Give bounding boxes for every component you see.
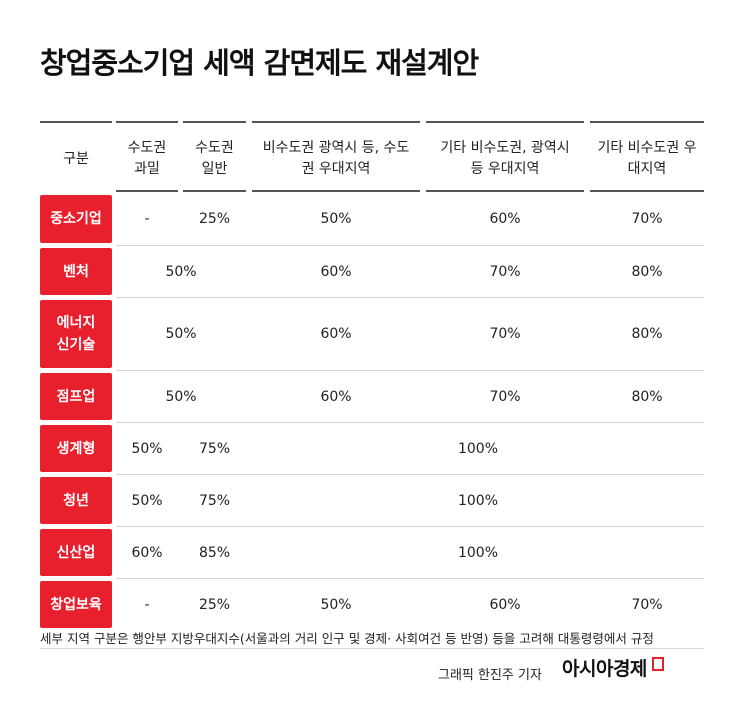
table-cell: 85% bbox=[198, 544, 231, 561]
row-label-incubation: 창업보육 bbox=[40, 581, 112, 628]
table-cell: 70% bbox=[489, 263, 521, 280]
table-cell: 70% bbox=[631, 211, 663, 227]
footnote: 세부 지역 구분은 행안부 지방우대지수(서울과의 거리 인구 및 경제· 사회… bbox=[40, 631, 654, 646]
table-cell: 80% bbox=[631, 263, 663, 280]
table-cell: 50% bbox=[320, 211, 352, 227]
brand-logo: 아시아경제 bbox=[562, 658, 647, 680]
table-cell: 60% bbox=[320, 388, 352, 405]
header-bottom-rule bbox=[183, 190, 246, 192]
table-cell: 70% bbox=[631, 596, 663, 613]
table-cell: 50% bbox=[165, 263, 197, 280]
row-label-energy-tech: 에너지 신기술 bbox=[40, 300, 112, 368]
row-divider bbox=[116, 578, 704, 579]
table-cell: 80% bbox=[631, 326, 663, 342]
header-bottom-rule bbox=[590, 190, 704, 192]
table-cell: 60% bbox=[131, 544, 163, 561]
header-category: 구분 bbox=[63, 150, 89, 167]
table-cell: 75% bbox=[198, 440, 231, 457]
table-cell: 25% bbox=[198, 596, 231, 613]
table-cell: 80% bbox=[631, 388, 663, 405]
page-title: 창업중소기업 세액 감면제도 재설계안 bbox=[40, 46, 479, 80]
table-cell: 70% bbox=[489, 388, 521, 405]
header-top-rule bbox=[116, 121, 178, 123]
table-cell: 50% bbox=[131, 492, 163, 509]
row-label-sme: 중소기업 bbox=[40, 195, 112, 243]
row-divider bbox=[116, 297, 704, 298]
table-cell: 60% bbox=[489, 596, 521, 613]
header-capital-overcrowded: 수도권 과밀 bbox=[127, 140, 167, 177]
header-top-rule bbox=[40, 121, 112, 123]
row-label-venture: 벤처 bbox=[40, 248, 112, 295]
header-bottom-rule bbox=[116, 190, 178, 192]
header-top-rule bbox=[183, 121, 246, 123]
header-other-noncapital-preferred: 기타 비수도권 우대지역 bbox=[597, 140, 697, 177]
table-cell: 50% bbox=[165, 326, 197, 342]
table-cell: 100% bbox=[457, 440, 499, 457]
table-cell: 70% bbox=[489, 326, 521, 342]
table-cell: 60% bbox=[320, 263, 352, 280]
table-cell: 50% bbox=[131, 440, 163, 457]
header-capital-general: 수도권 일반 bbox=[195, 140, 234, 177]
row-divider bbox=[116, 245, 704, 246]
row-divider bbox=[116, 474, 704, 475]
table-cell: 50% bbox=[165, 388, 197, 405]
table-cell: 60% bbox=[320, 326, 352, 342]
footer-rule bbox=[40, 648, 704, 649]
graphic-credit: 그래픽 한진주 기자 bbox=[438, 668, 542, 683]
table-cell: 100% bbox=[457, 544, 499, 561]
row-label-youth: 청년 bbox=[40, 477, 112, 524]
row-divider bbox=[116, 526, 704, 527]
header-noncapital-metro: 비수도권 광역시 등, 수도권 우대지역 bbox=[262, 140, 410, 177]
header-top-rule bbox=[426, 121, 584, 123]
row-divider bbox=[116, 370, 704, 371]
header-bottom-rule bbox=[426, 190, 584, 192]
table-cell: 100% bbox=[457, 492, 499, 509]
header-bottom-rule bbox=[252, 190, 420, 192]
row-divider bbox=[116, 422, 704, 423]
brand-mark-icon bbox=[652, 657, 664, 671]
table-cell: - bbox=[144, 596, 150, 613]
header-top-rule bbox=[252, 121, 420, 123]
table-cell: 60% bbox=[489, 211, 521, 227]
table-cell: 25% bbox=[198, 211, 231, 227]
row-label-livelihood: 생계형 bbox=[40, 425, 112, 472]
row-label-new-industry: 신산업 bbox=[40, 529, 112, 576]
table-cell: 50% bbox=[320, 596, 352, 613]
table-cell: 75% bbox=[198, 492, 231, 509]
table-cell: - bbox=[144, 211, 150, 227]
header-other-noncapital-metro: 기타 비수도권, 광역시 등 우대지역 bbox=[440, 140, 570, 177]
row-label-jumpup: 점프업 bbox=[40, 373, 112, 420]
header-top-rule bbox=[590, 121, 704, 123]
